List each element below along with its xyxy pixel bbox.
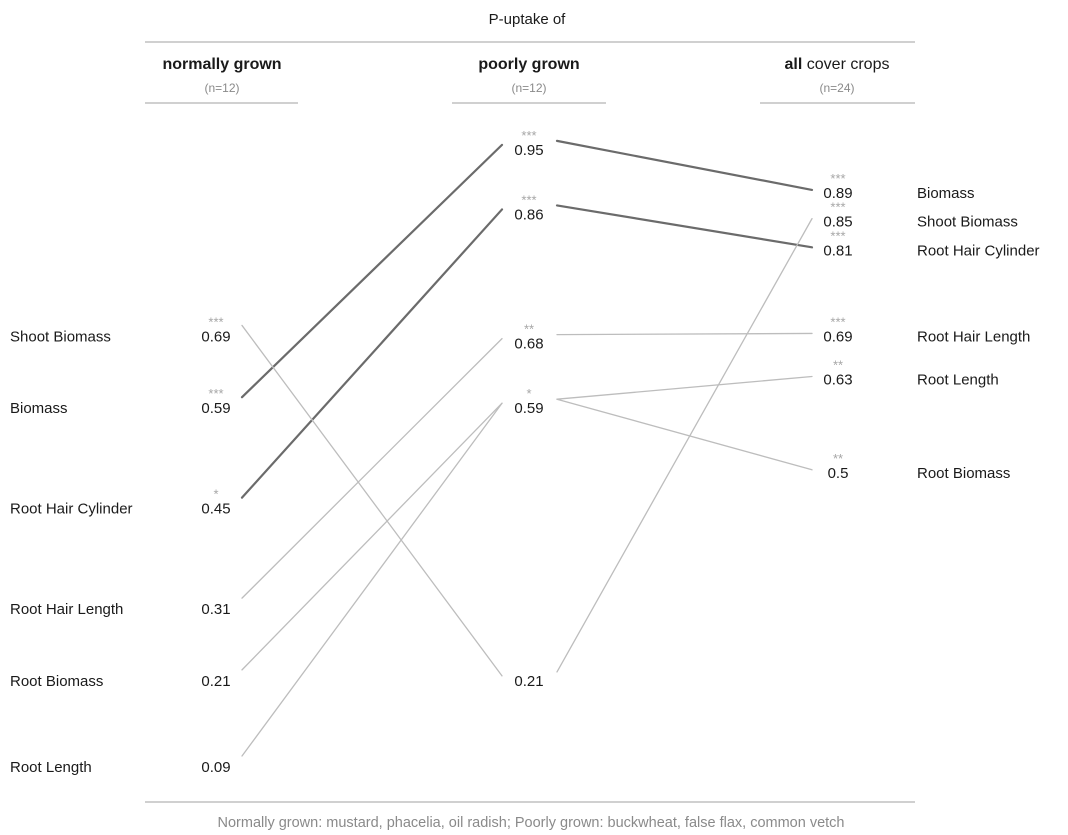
variable-label-right-root-hair-cylinder: Root Hair Cylinder (917, 242, 1040, 259)
slope-line-biomass-normal-to-poor (240, 143, 504, 399)
slope-line-root-length-poor-to-all (556, 375, 813, 400)
value-label-normal-1: 0.59 (201, 400, 230, 417)
value-label-poor-4: 0.21 (514, 673, 543, 690)
stars-normal-1: *** (208, 386, 223, 401)
slope-line-root-hair-cylinder-normal-to-poor (240, 208, 504, 499)
stars-all-3: *** (830, 314, 845, 329)
value-label-poor-0: 0.95 (514, 142, 543, 159)
value-label-all-1: 0.85 (823, 214, 852, 231)
value-label-poor-2: 0.68 (514, 336, 543, 353)
header-all-rest: cover crops (802, 56, 889, 73)
variable-label-left-shoot-biomass: Shoot Biomass (10, 328, 111, 345)
variable-label-right-root-hair-length: Root Hair Length (917, 328, 1030, 345)
value-label-normal-4: 0.21 (201, 673, 230, 690)
slope-line-root-hair-length-poor-to-all (556, 332, 813, 336)
slope-line-root-biomass-poor-to-all (556, 398, 813, 471)
value-label-normal-3: 0.31 (201, 601, 230, 618)
stars-poor-2: ** (524, 322, 534, 337)
variable-label-left-root-hair-length: Root Hair Length (10, 601, 123, 618)
header-normally-grown: normally grown (162, 56, 281, 73)
n-label-all-cover-crops: (n=24) (819, 81, 854, 95)
value-label-all-4: 0.63 (823, 371, 852, 388)
slope-line-shoot-biomass-normal-to-poor (241, 324, 503, 677)
stars-all-0: *** (830, 171, 845, 186)
value-label-all-3: 0.69 (823, 328, 852, 345)
stars-poor-0: *** (521, 128, 536, 143)
value-label-normal-0: 0.69 (201, 328, 230, 345)
stars-all-2: *** (830, 228, 845, 243)
slope-line-root-hair-cylinder-poor-to-all (555, 204, 814, 249)
slope-line-root-biomass-normal-to-poor (241, 402, 503, 671)
value-label-normal-2: 0.45 (201, 501, 230, 518)
stars-all-1: *** (830, 200, 845, 215)
stars-all-5: ** (833, 451, 843, 466)
variable-label-left-root-hair-cylinder: Root Hair Cylinder (10, 501, 133, 518)
slope-lines (240, 139, 814, 757)
stars-poor-3: * (526, 386, 531, 401)
slope-line-shoot-biomass-poor-to-all (556, 217, 813, 673)
slope-line-root-length-normal-to-poor (241, 402, 503, 757)
variable-label-left-root-length: Root Length (10, 759, 92, 776)
value-label-all-0: 0.89 (823, 185, 852, 202)
header-all-bold: all (785, 56, 803, 73)
variable-label-right-shoot-biomass: Shoot Biomass (917, 214, 1018, 231)
chart-title: P-uptake of (489, 11, 567, 28)
significance-stars: ******************************** (208, 128, 845, 502)
n-label-poorly-grown: (n=12) (511, 81, 546, 95)
value-labels: 0.69 0.59 0.45 0.31 0.21 0.09 0.95 0.86 0.68 0.59… (201, 142, 852, 776)
variable-label-right-root-length: Root Length (917, 371, 999, 388)
header-poorly-grown-bold: poorly grown (478, 56, 579, 73)
variable-label-right-biomass: Biomass (917, 185, 975, 202)
variable-label-right-root-biomass: Root Biomass (917, 465, 1010, 482)
stars-normal-2: * (213, 487, 218, 502)
value-label-all-5: 0.5 (828, 465, 849, 482)
value-label-normal-5: 0.09 (201, 759, 230, 776)
value-label-poor-3: 0.59 (514, 400, 543, 417)
stars-poor-1: *** (521, 192, 536, 207)
variable-labels: Shoot Biomass Biomass Root Hair Cylinder Ro… (10, 185, 1040, 776)
slope-line-biomass-poor-to-all (555, 139, 814, 192)
slope-line-root-hair-length-normal-to-poor (241, 337, 503, 599)
value-label-all-2: 0.81 (823, 242, 852, 259)
header-all-cover-crops: all cover crops (785, 56, 890, 73)
header-poorly-grown: poorly grown (478, 56, 579, 73)
value-label-poor-1: 0.86 (514, 206, 543, 223)
stars-all-4: ** (833, 357, 843, 372)
stars-normal-0: *** (208, 314, 223, 329)
footnote: Normally grown: mustard, phacelia, oil r… (218, 815, 845, 831)
variable-label-left-biomass: Biomass (10, 400, 68, 417)
variable-label-left-root-biomass: Root Biomass (10, 673, 103, 690)
header-normally-grown-bold: normally grown (162, 56, 281, 73)
n-label-normally-grown: (n=12) (204, 81, 239, 95)
